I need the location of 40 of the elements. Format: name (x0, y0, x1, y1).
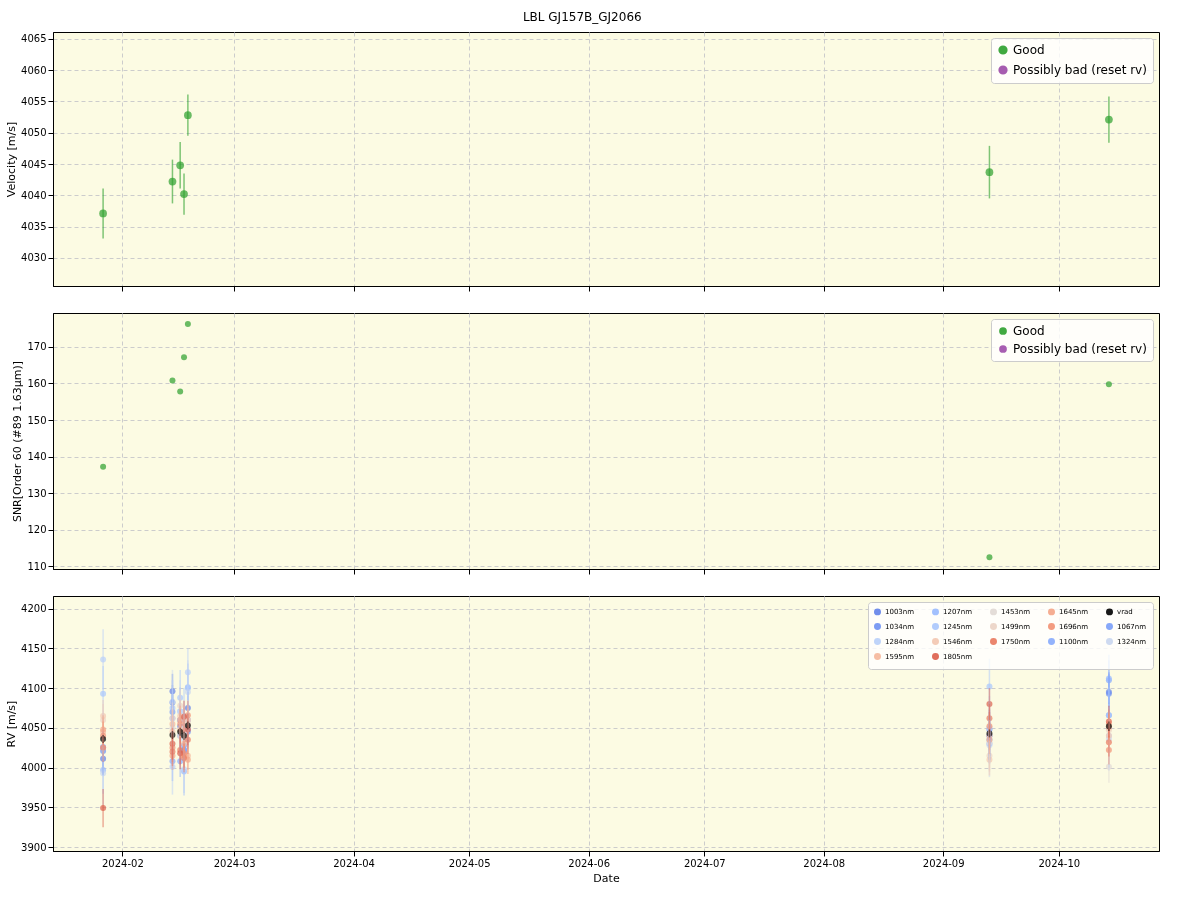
y-tick-label: 4000 (21, 762, 47, 774)
y-tick-label: 4035 (21, 221, 47, 233)
y-tick-label: 120 (27, 524, 47, 536)
y-axis-title: RV [m/s] (5, 700, 19, 748)
y-tick-label: 3900 (21, 841, 47, 853)
x-tick-label: 2024-02 (101, 857, 144, 869)
y-tick-label: 170 (27, 341, 47, 353)
y-tick-label: 4065 (21, 33, 47, 45)
y-tick-label: 4060 (21, 64, 47, 76)
y-tick-label: 4050 (21, 127, 47, 139)
x-tick-label: 2024-05 (448, 857, 491, 869)
legend-label: Good (1013, 43, 1045, 57)
y-tick-label: 4200 (21, 603, 47, 615)
y-tick-label: 4050 (21, 722, 47, 734)
x-axis-title: Date (593, 871, 620, 885)
x-tick-label: 2024-10 (1038, 857, 1081, 869)
x-tick-label: 2024-06 (568, 857, 611, 869)
x-tick-label: 2024-03 (213, 857, 256, 869)
x-tick-label: 2024-09 (922, 857, 965, 869)
legend-label: Good (1013, 324, 1045, 338)
y-tick-label: 160 (27, 377, 47, 389)
y-tick-label: 4055 (21, 95, 47, 107)
y-tick-label: 130 (27, 487, 47, 499)
chart-title: LBL GJ157B_GJ2066 (522, 9, 642, 24)
y-tick-label: 110 (27, 560, 47, 572)
x-tick-label: 2024-04 (333, 857, 375, 869)
y-axis-title: Velocity [m/s] (5, 121, 19, 198)
x-tick-label: 2024-08 (803, 857, 846, 869)
legend-label: Possibly bad (reset rv) (1013, 342, 1147, 356)
y-tick-label: 140 (27, 451, 47, 463)
y-tick-label: 4100 (21, 682, 47, 694)
x-tick-label: 2024-07 (683, 857, 726, 869)
y-tick-label: 4030 (21, 252, 47, 264)
y-tick-label: 3950 (21, 801, 47, 813)
y-tick-label: 4150 (21, 642, 47, 654)
y-tick-label: 150 (27, 414, 47, 426)
y-tick-label: 4045 (21, 158, 47, 170)
y-tick-label: 4040 (21, 189, 47, 201)
legend-label: Possibly bad (reset rv) (1013, 63, 1147, 77)
y-axis-title: SNR[Order 60 (#89 1.63μm)] (11, 360, 25, 523)
